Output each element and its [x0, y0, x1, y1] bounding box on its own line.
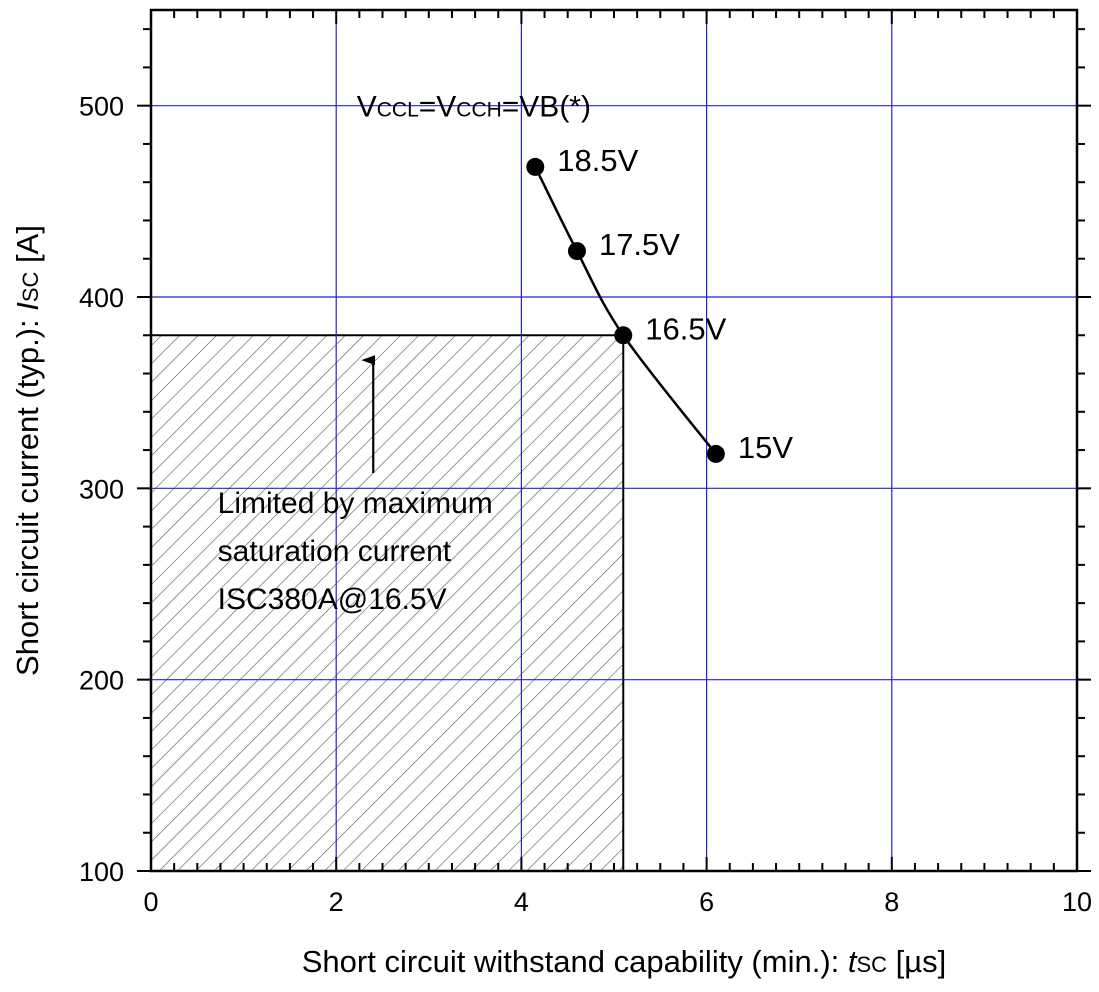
vcc-annotation-part: CCL — [377, 99, 419, 122]
shaded-region-layer — [151, 334, 625, 871]
grid-layer — [151, 10, 1077, 871]
data-point-label: 15V — [738, 430, 793, 465]
y-tick-label: 100 — [79, 857, 124, 887]
region-label-line: Limited by maximum — [218, 487, 493, 520]
region-label-line: ISC380A@16.5V — [218, 583, 447, 616]
y-tick-label: 300 — [79, 474, 124, 504]
x-axis-title-part: SC — [857, 952, 888, 977]
vcc-annotation-part: CCH — [456, 99, 502, 122]
vcc-annotation-part: V — [357, 91, 377, 124]
series-line — [534, 166, 717, 455]
y-axis-title-part: [A] — [10, 225, 45, 272]
ticks-layer — [137, 10, 1091, 872]
data-point — [567, 242, 586, 261]
tick-labels-layer: 0 2 4 6 8 10 100 200 300 400 500 — [79, 92, 1092, 917]
region-label-line: saturation current — [218, 535, 452, 568]
x-axis-title-part: [µs] — [887, 944, 946, 979]
y-axis-title: Short circuit current (typ.): ISC [A] — [10, 225, 45, 676]
x-axis-title-part: Short circuit withstand capability (min.… — [302, 944, 848, 979]
data-point — [706, 444, 725, 463]
y-tick-label: 500 — [79, 92, 124, 122]
y-axis-title-part: Short circuit current (typ.): — [10, 311, 45, 676]
x-axis-title: Short circuit withstand capability (min.… — [302, 944, 947, 979]
x-tick-label: 4 — [514, 887, 529, 917]
x-tick-label: 2 — [329, 887, 344, 917]
x-tick-label: 10 — [1062, 887, 1092, 917]
x-tick-label: 0 — [143, 887, 158, 917]
vcc-annotation-part: =VB(*) — [502, 91, 591, 124]
data-point-label: 16.5V — [645, 311, 726, 346]
vcc-annotation: VCCL=VCCH=VB(*) — [357, 91, 591, 124]
data-point — [614, 326, 633, 345]
x-tick-label: 8 — [884, 887, 899, 917]
vcc-annotation-part: =V — [419, 91, 457, 124]
y-axis-title-part: SC — [18, 271, 43, 302]
shaded-region — [151, 335, 624, 871]
axis-titles-layer: Short circuit withstand capability (min.… — [10, 225, 946, 979]
annotation-layer: Limited by maximum saturation current ISC3… — [218, 91, 591, 616]
data-point — [526, 157, 545, 176]
series-layer: 18.5V 17.5V 16.5V 15V — [526, 143, 793, 465]
x-tick-label: 6 — [699, 887, 714, 917]
y-tick-label: 200 — [79, 666, 124, 696]
data-point-label: 17.5V — [599, 227, 680, 262]
y-axis-title-part: I — [10, 302, 45, 311]
x-axis-title-part: t — [848, 944, 858, 979]
data-point-label: 18.5V — [557, 143, 638, 178]
y-tick-label: 400 — [79, 283, 124, 313]
